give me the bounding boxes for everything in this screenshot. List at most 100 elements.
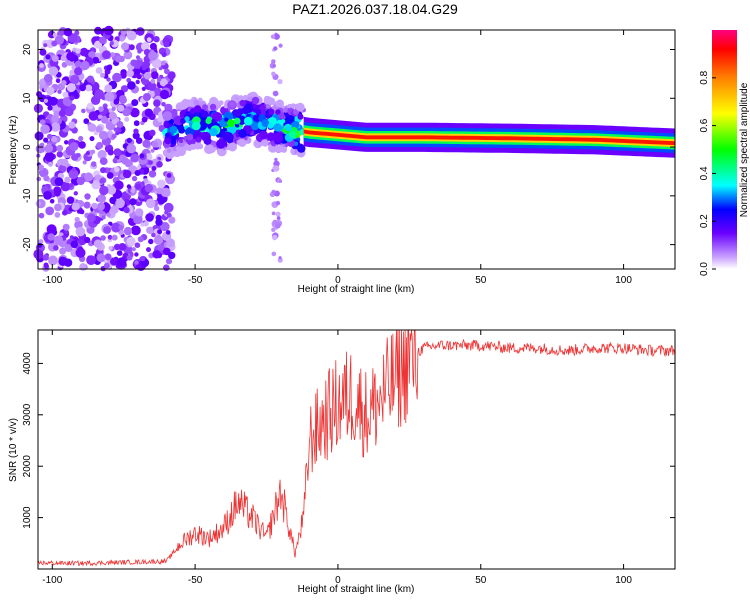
spectrogram-cell — [141, 86, 146, 91]
spectrogram-cell — [69, 142, 79, 151]
x-tick-label: -50 — [188, 575, 203, 586]
spectrogram-cell — [203, 136, 212, 145]
spectrogram-cell — [224, 117, 229, 122]
spectrogram-cell — [43, 191, 52, 200]
spectrogram-cell — [70, 74, 80, 85]
spectrogram-cell — [144, 183, 154, 193]
spectrogram-cell — [243, 103, 254, 114]
x-tick-label: 100 — [615, 575, 632, 586]
y-tick-label: 10 — [22, 92, 33, 104]
spectrogram-cell — [129, 198, 137, 206]
spectrogram-cell — [116, 257, 127, 268]
spectrogram-cell — [148, 160, 153, 165]
spectrogram-cell — [98, 106, 104, 112]
spectrogram-cell — [40, 124, 50, 134]
spectrogram-cell — [109, 196, 117, 205]
spectrogram-cell — [113, 148, 122, 157]
spectrogram-cell — [104, 84, 113, 93]
spectrogram-cell — [120, 72, 127, 79]
spectrogram-cell — [134, 252, 139, 257]
spectrogram-cell — [116, 121, 124, 128]
spectrogram-cell — [39, 119, 46, 125]
spectrogram-cell — [276, 216, 281, 221]
spectrogram-cell — [60, 181, 71, 192]
spectrogram-cell — [206, 144, 215, 153]
spectrogram-cell — [62, 91, 69, 98]
spectrogram-cell — [103, 226, 111, 234]
spectrogram-cell — [78, 141, 86, 149]
spectrogram-cell — [86, 255, 96, 266]
spectrogram-cell — [85, 84, 93, 92]
spectrogram-cell — [177, 125, 186, 134]
spectrogram-cell — [242, 94, 249, 101]
spectrogram-cell — [283, 107, 289, 113]
spectrogram-cell — [143, 178, 149, 184]
x-tick-label: 100 — [615, 275, 632, 286]
spectrogram-cell — [49, 198, 55, 204]
spectrogram-cells — [33, 25, 675, 272]
spectrogram-cell — [51, 40, 58, 47]
spectrogram-cell — [229, 101, 235, 108]
spectrogram-cell — [101, 215, 106, 220]
snr-background — [38, 330, 675, 569]
spectrogram-cell — [251, 96, 260, 105]
spectrogram-cell — [243, 116, 253, 126]
spectrogram-cell — [239, 99, 247, 107]
spectrogram-cell — [226, 124, 237, 135]
spectrogram-cell — [166, 148, 172, 153]
spectrogram-cell — [185, 127, 195, 137]
spectrogram-cell — [57, 89, 62, 94]
spectrogram-cell — [166, 238, 176, 248]
x-tick-label: 50 — [475, 575, 487, 586]
snr-line-group — [37, 329, 676, 567]
spectrogram-cell — [128, 44, 135, 51]
spectrogram-cell — [118, 224, 124, 231]
colorbar-tick-label: 0.2 — [699, 214, 710, 228]
spectrogram-cell — [168, 216, 176, 224]
spectrogram-cell — [250, 122, 259, 131]
spectrogram-cell — [45, 54, 51, 60]
spectrogram-cell — [43, 98, 49, 104]
spectrogram-cell — [99, 178, 105, 184]
spectrogram-cell — [95, 67, 103, 74]
spectrogram-cell — [140, 256, 146, 262]
spectrogram-cell — [82, 160, 87, 165]
spectrogram-cell — [88, 111, 99, 121]
spectrogram-cell — [195, 136, 202, 143]
spectrogram-cell — [142, 93, 151, 101]
spectrogram-cell — [54, 177, 64, 187]
spectrogram-cell — [119, 95, 127, 103]
spectrogram-cell — [209, 103, 217, 111]
spectrogram-cell — [98, 130, 109, 140]
spectrogram-cell — [58, 256, 68, 266]
spectrogram-cell — [55, 78, 61, 84]
spectrogram-cell — [99, 185, 109, 196]
spectrogram-cell — [151, 141, 158, 148]
spectrogram-cell — [275, 109, 281, 115]
spectrogram-cell — [75, 226, 86, 237]
spectrogram-cell — [104, 91, 115, 102]
spectrogram-cell — [159, 89, 170, 100]
spectrogram-cell — [68, 183, 74, 188]
spectrogram-cell — [297, 113, 304, 120]
spectrogram-cell — [162, 111, 173, 121]
spectrogram-cell — [290, 103, 296, 109]
spectrogram-cell — [274, 157, 278, 162]
spectrogram-cell — [111, 133, 117, 139]
spectrogram-cell — [278, 112, 286, 120]
snr-series-line — [37, 329, 676, 567]
spectrogram-cell — [69, 95, 75, 101]
spectrogram-cell — [121, 157, 129, 165]
colorbar-gradient — [712, 30, 737, 269]
spectrogram-cell — [161, 101, 166, 107]
x-tick-label: 50 — [475, 275, 487, 286]
spectrogram-cell — [194, 105, 202, 113]
spectrogram-cell — [107, 149, 114, 156]
spectrogram-cell — [51, 115, 59, 123]
spectrogram-cell — [267, 123, 274, 129]
spectrogram-cell — [136, 27, 145, 36]
spectrogram-cell — [89, 136, 95, 142]
spectrogram-cell — [176, 146, 186, 157]
spectrogram-cell — [193, 99, 200, 106]
spectrogram-cell — [150, 78, 156, 84]
